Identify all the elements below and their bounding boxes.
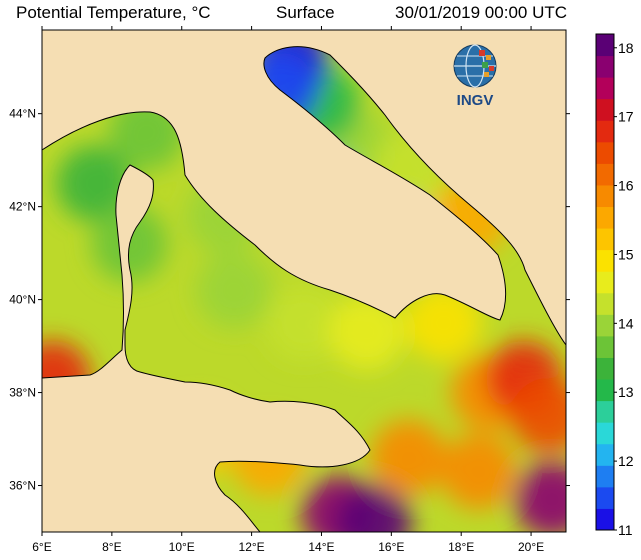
map-frame (41, 29, 567, 533)
plot-title: Potential Temperature, °C (16, 3, 211, 22)
colorbar-segment (596, 55, 614, 78)
colorbar-segment (596, 206, 614, 229)
colorbar-segment (596, 443, 614, 466)
colorbar-label: 15 (618, 246, 634, 262)
colorbar-label: 12 (618, 453, 634, 469)
colorbar-frame (595, 33, 615, 531)
lon-tick-label: 14°E (308, 540, 334, 554)
lon-tick-label: 18°E (448, 540, 474, 554)
colorbar-segment (596, 141, 614, 164)
lat-tick-label: 38°N (9, 386, 36, 400)
map-area (42, 30, 566, 532)
ingv-logo: INGV (453, 44, 497, 109)
temperature-region (440, 433, 517, 510)
colorbar: 11 12 13 14 15 16 17 18 (595, 33, 634, 538)
temperature-region (510, 377, 566, 454)
lon-tick-label: 6°E (32, 540, 51, 554)
colorbar-segment (596, 271, 614, 294)
lon-tick-label: 20°E (518, 540, 544, 554)
colorbar-segment (596, 249, 614, 272)
datetime-label: 30/01/2019 00:00 UTC (395, 3, 568, 22)
colorbar-segment (596, 228, 614, 251)
colorbar-segment (596, 379, 614, 402)
temperature-region (335, 484, 412, 532)
lon-tick-label: 16°E (378, 540, 404, 554)
colorbar-label: 16 (618, 178, 634, 194)
lon-tick-label: 10°E (169, 540, 195, 554)
colorbar-segment (596, 77, 614, 100)
colorbar-segment (596, 335, 614, 358)
colorbar-segment (596, 120, 614, 143)
lon-tick-label: 12°E (239, 540, 265, 554)
axis-ticks (38, 26, 570, 536)
colorbar-segment (596, 184, 614, 208)
lat-tick-label: 40°N (9, 293, 36, 307)
temperature-region (370, 419, 447, 496)
logo-text: INGV (457, 92, 494, 109)
colorbar-segment (596, 314, 614, 337)
axis-labels: 6°E 8°E 10°E 12°E 14°E 16°E 18°E 20°E 36°N 38°N 40… (9, 107, 544, 554)
colorbar-segment (596, 163, 614, 186)
colorbar-label: 11 (618, 522, 633, 538)
lon-tick-label: 8°E (102, 540, 121, 554)
colorbar-label: 17 (618, 109, 634, 125)
colorbar-segment (596, 357, 614, 380)
colorbar-label: 14 (618, 315, 634, 331)
colorbar-segment (596, 400, 614, 423)
temperature-region (405, 284, 482, 361)
lat-tick-label: 42°N (9, 200, 36, 214)
colorbar-segment (596, 292, 614, 315)
colorbar-label: 13 (618, 384, 634, 400)
temperature-region (514, 461, 566, 532)
layer-label: Surface (276, 3, 335, 22)
colorbar-segment (596, 98, 614, 121)
lat-tick-label: 44°N (9, 107, 36, 121)
lat-tick-label: 36°N (9, 479, 36, 493)
temperature-region (196, 252, 273, 329)
colorbar-segment (596, 508, 614, 531)
colorbar-label: 18 (618, 40, 634, 56)
colorbar-segment (596, 486, 614, 509)
colorbar-segment (596, 422, 614, 445)
colorbar-segment (596, 34, 614, 57)
temperature-region (56, 145, 133, 222)
colorbar-segment (596, 465, 614, 488)
coastline (42, 46, 566, 532)
temperature-region (266, 284, 342, 361)
